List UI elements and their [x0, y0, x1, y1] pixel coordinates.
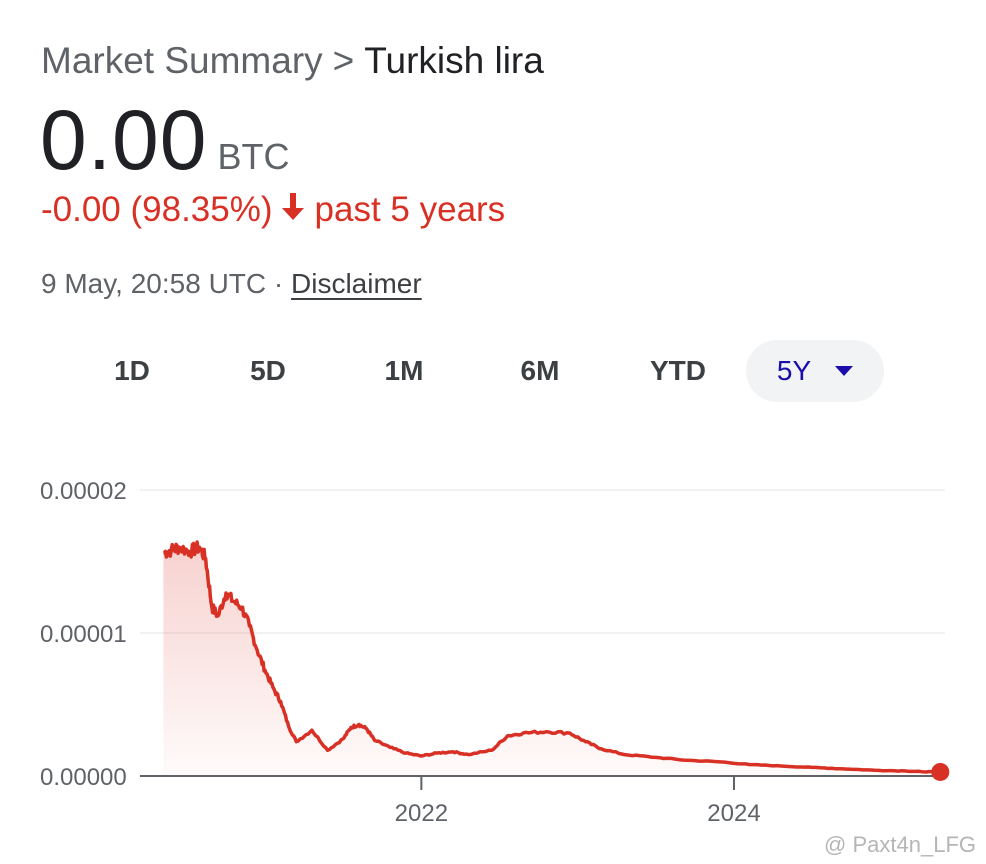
tab-1d[interactable]: 1D: [114, 355, 150, 386]
caret-down-icon: [835, 365, 854, 376]
range-tabs: 1D 5D 1M 6M YTD 5Y: [0, 340, 986, 402]
price-currency: BTC: [217, 136, 290, 177]
x-tick-label: 2022: [395, 800, 448, 827]
y-tick-labels: 0.00002 0.00001 0.00000: [40, 478, 127, 791]
timestamp: 9 May, 20:58 UTC ·: [41, 268, 284, 299]
series-line: [162, 540, 941, 774]
price-row: 0.00 BTC: [40, 92, 290, 189]
y-tick-label: 0.00000: [40, 764, 127, 791]
y-tick-label: 0.00001: [40, 621, 127, 648]
grid-lines: [140, 489, 945, 634]
tab-5y-label: 5Y: [776, 355, 812, 386]
breadcrumb-root[interactable]: Market Summary: [41, 40, 323, 81]
tab-ytd[interactable]: YTD: [650, 355, 706, 386]
change-value: -0.00 (98.35%): [41, 190, 273, 229]
tab-6m[interactable]: 6M: [520, 355, 560, 386]
change-row: -0.00 (98.35%) past 5 years: [41, 190, 505, 230]
tab-1m[interactable]: 1M: [384, 355, 424, 386]
timestamp-row: 9 May, 20:58 UTC · Disclaimer: [41, 268, 422, 300]
price-value: 0.00: [40, 93, 208, 187]
price-chart: 0.00002 0.00001 0.00000 2022 2024: [40, 478, 950, 827]
tab-5d[interactable]: 5D: [250, 355, 286, 386]
breadcrumb: Market Summary > Turkish lira: [41, 40, 544, 82]
x-tick-label: 2024: [707, 800, 760, 827]
end-point-marker[interactable]: [931, 762, 950, 781]
breadcrumb-separator: >: [332, 40, 355, 81]
arrow-down-icon: [279, 190, 307, 230]
change-period: past 5 years: [314, 190, 506, 229]
x-tick-labels: 2022 2024: [395, 776, 761, 827]
watermark: @ Paxt4n_LFG: [824, 832, 976, 857]
y-tick-label: 0.00002: [40, 478, 127, 505]
tab-5y[interactable]: 5Y: [746, 340, 884, 402]
area-fill: [163, 542, 941, 776]
breadcrumb-current: Turkish lira: [364, 40, 544, 81]
disclaimer-link[interactable]: Disclaimer: [291, 268, 422, 299]
